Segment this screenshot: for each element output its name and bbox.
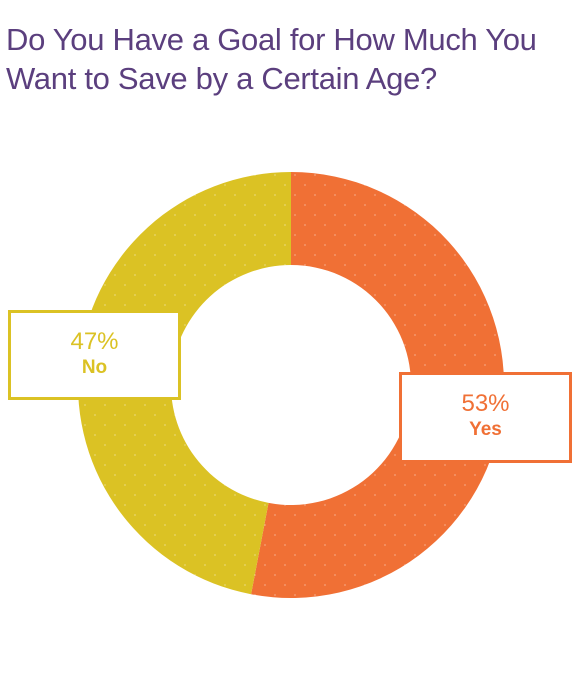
label-no-percent: 47% <box>70 328 119 355</box>
chart-title: Do You Have a Goal for How Much You Want… <box>6 22 537 96</box>
donut-slice-yes-texture <box>251 172 505 598</box>
label-no-category: No <box>81 357 108 378</box>
label-yes: 53% Yes <box>399 372 572 463</box>
label-yes-category: Yes <box>469 419 502 440</box>
donut-slice-no-texture <box>78 172 291 595</box>
label-no: 47% No <box>8 310 181 400</box>
label-yes-percent: 53% <box>461 390 510 417</box>
